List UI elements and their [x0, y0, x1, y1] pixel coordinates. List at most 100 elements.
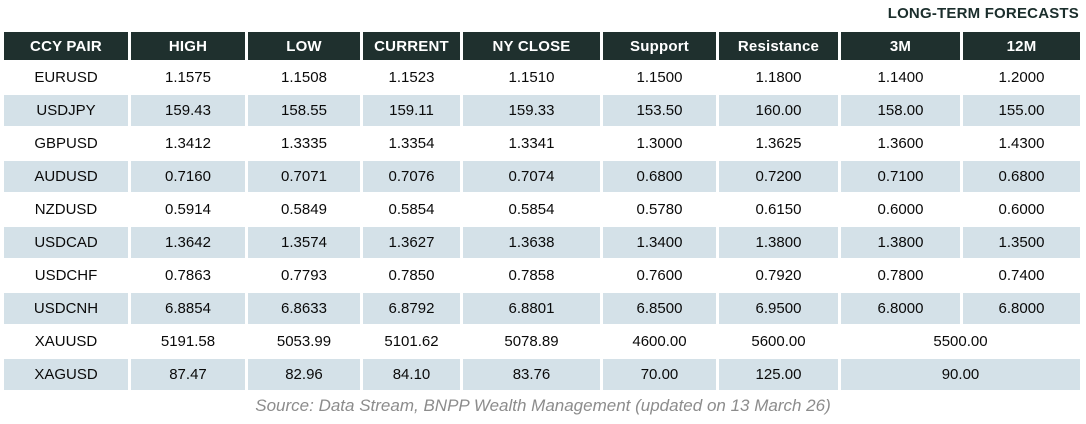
cell-3m: 1.3600: [841, 128, 960, 159]
cell-ny-close: 5078.89: [463, 326, 600, 357]
cell-support: 6.8500: [603, 293, 716, 324]
cell-pair: XAUUSD: [4, 326, 128, 357]
cell-3m: 0.7800: [841, 260, 960, 291]
cell-pair: USDCNH: [4, 293, 128, 324]
cell-ny-close: 0.5854: [463, 194, 600, 225]
cell-pair: GBPUSD: [4, 128, 128, 159]
cell-low: 6.8633: [248, 293, 360, 324]
cell-current: 1.1523: [363, 62, 460, 93]
cell-support: 1.3400: [603, 227, 716, 258]
cell-resistance: 0.7200: [719, 161, 838, 192]
cell-ny-close: 0.7074: [463, 161, 600, 192]
col-header-12m: 12M: [963, 32, 1080, 60]
table-row-usdchf: USDCHF 0.7863 0.7793 0.7850 0.7858 0.760…: [4, 260, 1080, 291]
cell-high: 1.3412: [131, 128, 245, 159]
cell-resistance: 160.00: [719, 95, 838, 126]
cell-resistance: 125.00: [719, 359, 838, 390]
table-row-nzdusd: NZDUSD 0.5914 0.5849 0.5854 0.5854 0.578…: [4, 194, 1080, 225]
cell-ny-close: 6.8801: [463, 293, 600, 324]
cell-current: 0.5854: [363, 194, 460, 225]
cell-support: 1.3000: [603, 128, 716, 159]
cell-support: 153.50: [603, 95, 716, 126]
col-header-ny-close: NY CLOSE: [463, 32, 600, 60]
cell-high: 1.3642: [131, 227, 245, 258]
cell-12m: 1.2000: [963, 62, 1080, 93]
cell-low: 5053.99: [248, 326, 360, 357]
cell-current: 0.7850: [363, 260, 460, 291]
cell-low: 158.55: [248, 95, 360, 126]
col-header-support: Support: [603, 32, 716, 60]
cell-current: 0.7076: [363, 161, 460, 192]
col-header-high: HIGH: [131, 32, 245, 60]
cell-3m: 1.1400: [841, 62, 960, 93]
cell-3m: 0.7100: [841, 161, 960, 192]
cell-pair: USDJPY: [4, 95, 128, 126]
table-row-usdjpy: USDJPY 159.43 158.55 159.11 159.33 153.5…: [4, 95, 1080, 126]
table-row-usdcnh: USDCNH 6.8854 6.8633 6.8792 6.8801 6.850…: [4, 293, 1080, 324]
cell-high: 0.7863: [131, 260, 245, 291]
cell-forecast-merged: 5500.00: [841, 326, 1080, 357]
cell-pair: EURUSD: [4, 62, 128, 93]
col-header-current: CURRENT: [363, 32, 460, 60]
cell-resistance: 1.3800: [719, 227, 838, 258]
cell-ny-close: 159.33: [463, 95, 600, 126]
cell-high: 1.1575: [131, 62, 245, 93]
cell-high: 6.8854: [131, 293, 245, 324]
cell-current: 1.3354: [363, 128, 460, 159]
cell-pair: XAGUSD: [4, 359, 128, 390]
cell-current: 159.11: [363, 95, 460, 126]
cell-high: 159.43: [131, 95, 245, 126]
cell-3m: 0.6000: [841, 194, 960, 225]
cell-12m: 0.7400: [963, 260, 1080, 291]
cell-3m: 1.3800: [841, 227, 960, 258]
cell-resistance: 5600.00: [719, 326, 838, 357]
cell-resistance: 1.3625: [719, 128, 838, 159]
cell-high: 5191.58: [131, 326, 245, 357]
cell-current: 84.10: [363, 359, 460, 390]
table-row-xagusd: XAGUSD 87.47 82.96 84.10 83.76 70.00 125…: [4, 359, 1080, 390]
cell-pair: AUDUSD: [4, 161, 128, 192]
table-row-audusd: AUDUSD 0.7160 0.7071 0.7076 0.7074 0.680…: [4, 161, 1080, 192]
table-row-eurusd: EURUSD 1.1575 1.1508 1.1523 1.1510 1.150…: [4, 62, 1080, 93]
cell-low: 0.5849: [248, 194, 360, 225]
cell-support: 0.5780: [603, 194, 716, 225]
cell-support: 0.7600: [603, 260, 716, 291]
cell-ny-close: 0.7858: [463, 260, 600, 291]
cell-current: 5101.62: [363, 326, 460, 357]
cell-forecast-merged: 90.00: [841, 359, 1080, 390]
long-term-forecasts-label: LONG-TERM FORECASTS: [887, 5, 1079, 22]
cell-12m: 155.00: [963, 95, 1080, 126]
cell-high: 0.7160: [131, 161, 245, 192]
cell-pair: NZDUSD: [4, 194, 128, 225]
cell-ny-close: 1.3638: [463, 227, 600, 258]
cell-3m: 158.00: [841, 95, 960, 126]
table-row-gbpusd: GBPUSD 1.3412 1.3335 1.3354 1.3341 1.300…: [4, 128, 1080, 159]
cell-current: 1.3627: [363, 227, 460, 258]
cell-12m: 1.4300: [963, 128, 1080, 159]
col-header-resistance: Resistance: [719, 32, 838, 60]
cell-low: 1.1508: [248, 62, 360, 93]
cell-ny-close: 1.3341: [463, 128, 600, 159]
col-header-ccy-pair: CCY PAIR: [4, 32, 128, 60]
cell-low: 0.7793: [248, 260, 360, 291]
cell-high: 87.47: [131, 359, 245, 390]
cell-ny-close: 1.1510: [463, 62, 600, 93]
cell-12m: 1.3500: [963, 227, 1080, 258]
fx-forecast-table: CCY PAIR HIGH LOW CURRENT NY CLOSE Suppo…: [1, 30, 1083, 392]
cell-low: 1.3335: [248, 128, 360, 159]
cell-support: 0.6800: [603, 161, 716, 192]
table-row-xauusd: XAUUSD 5191.58 5053.99 5101.62 5078.89 4…: [4, 326, 1080, 357]
cell-high: 0.5914: [131, 194, 245, 225]
table-row-usdcad: USDCAD 1.3642 1.3574 1.3627 1.3638 1.340…: [4, 227, 1080, 258]
cell-resistance: 0.6150: [719, 194, 838, 225]
cell-12m: 6.8000: [963, 293, 1080, 324]
cell-low: 1.3574: [248, 227, 360, 258]
cell-12m: 0.6800: [963, 161, 1080, 192]
cell-support: 70.00: [603, 359, 716, 390]
cell-12m: 0.6000: [963, 194, 1080, 225]
cell-resistance: 0.7920: [719, 260, 838, 291]
cell-pair: USDCAD: [4, 227, 128, 258]
cell-low: 82.96: [248, 359, 360, 390]
cell-pair: USDCHF: [4, 260, 128, 291]
cell-resistance: 6.9500: [719, 293, 838, 324]
